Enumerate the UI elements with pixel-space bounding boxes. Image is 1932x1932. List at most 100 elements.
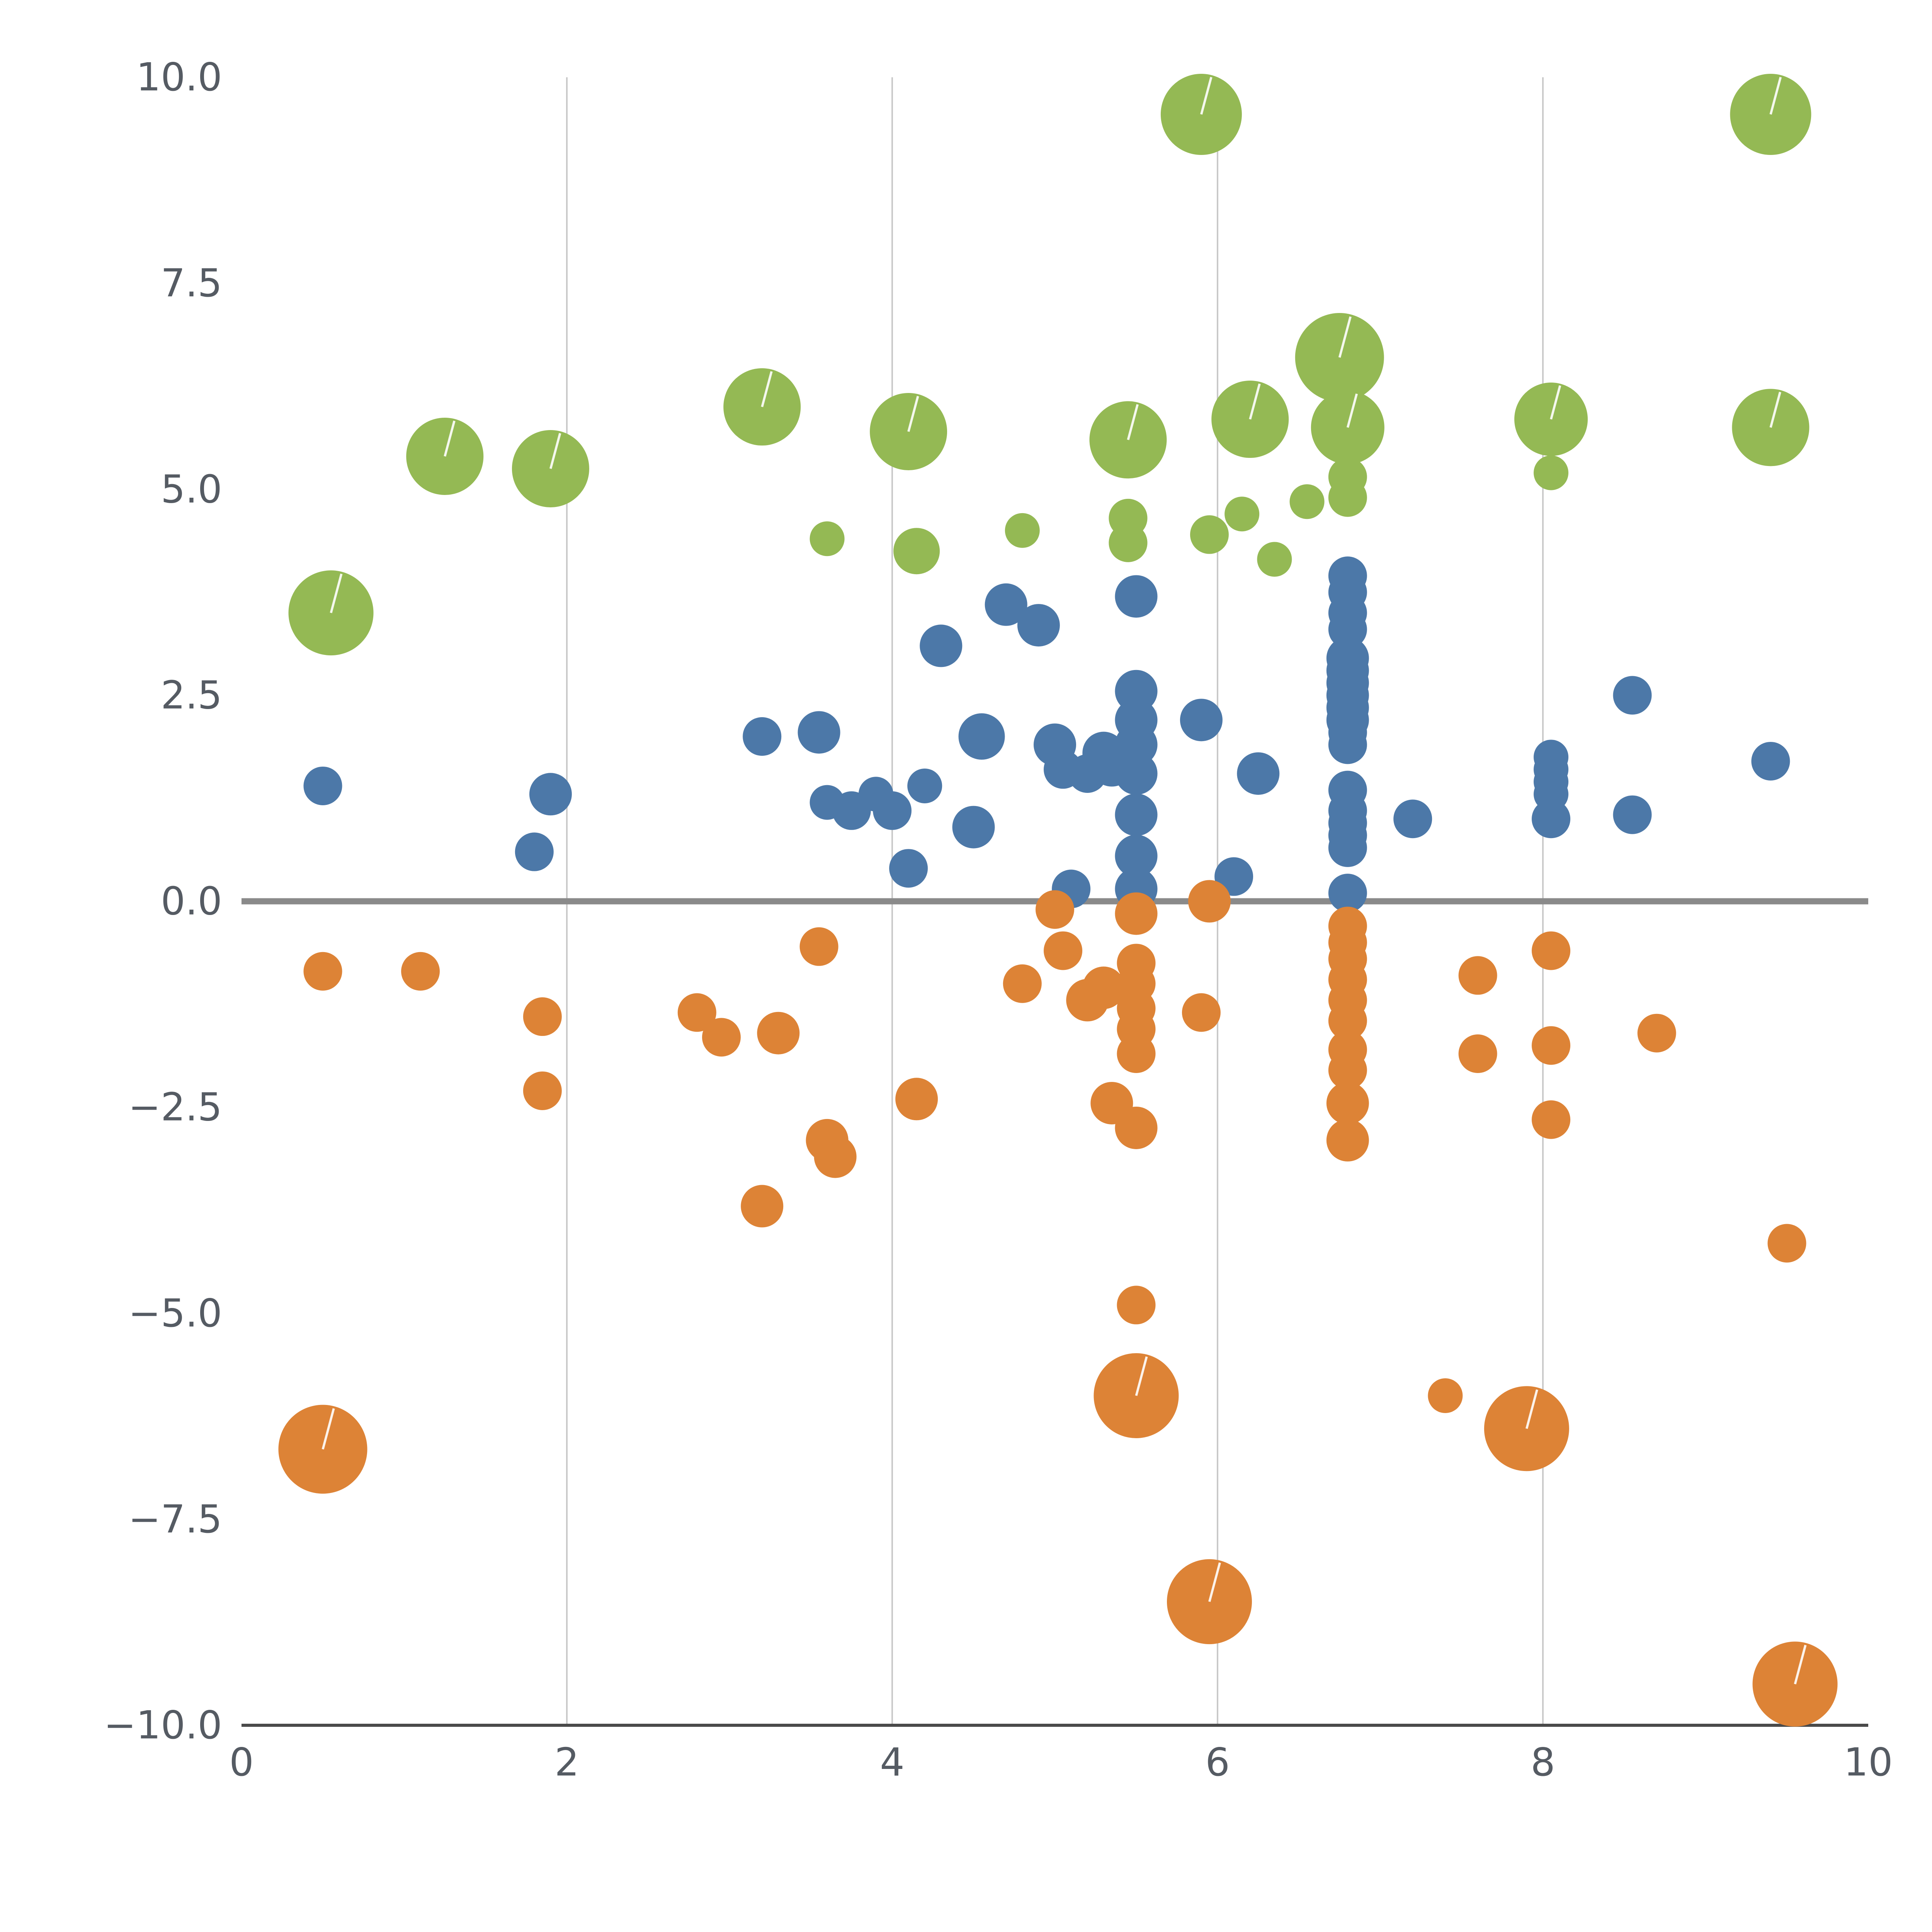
green-data-point xyxy=(1534,455,1569,490)
orange-data-point xyxy=(1458,1034,1497,1073)
bubble-tick-mark xyxy=(907,396,919,432)
orange-data-point xyxy=(757,1012,800,1054)
orange-data-point xyxy=(1117,1034,1156,1073)
green-data-point xyxy=(1328,478,1367,517)
blue-data-point xyxy=(529,773,572,816)
bubble-tick-mark xyxy=(1769,77,1782,115)
orange-data-point xyxy=(814,1135,857,1178)
orange-data-point xyxy=(1036,890,1074,929)
y-tick-label: 0.0 xyxy=(161,879,222,924)
blue-data-point xyxy=(1328,874,1367,913)
orange-data-point xyxy=(1326,1082,1369,1124)
green-data-point xyxy=(1005,513,1040,548)
bubble-tick-mark xyxy=(1249,383,1261,420)
green-data-point xyxy=(1514,382,1588,456)
blue-data-point xyxy=(303,766,342,805)
green-data-point xyxy=(1295,313,1384,402)
bubble-tick-mark xyxy=(1346,393,1358,428)
blue-data-point xyxy=(1328,828,1367,867)
x-tick-label: 6 xyxy=(1205,1740,1230,1785)
bubble-tick-mark xyxy=(1526,1389,1538,1429)
bubble-tick-mark xyxy=(1550,385,1561,420)
orange-data-point xyxy=(1188,880,1231,923)
orange-data-point xyxy=(1115,1106,1158,1149)
blue-data-point xyxy=(515,832,554,871)
orange-data-point xyxy=(1328,1001,1367,1040)
bubble-tick-mark xyxy=(1338,316,1352,358)
bubble-tick-mark xyxy=(444,420,456,457)
green-data-point xyxy=(893,528,940,575)
orange-data-point xyxy=(1328,1051,1367,1090)
orange-data-point xyxy=(1326,1119,1369,1162)
blue-data-point xyxy=(907,768,942,803)
bubble-tick-mark xyxy=(549,433,561,469)
orange-data-point xyxy=(1532,1026,1571,1065)
blue-data-point xyxy=(920,624,963,667)
blue-data-point xyxy=(1328,725,1367,764)
bubble-tick-mark xyxy=(321,1408,335,1450)
y-tick-label: −10.0 xyxy=(104,1702,222,1748)
x-tick-label: 0 xyxy=(229,1740,254,1785)
green-data-point xyxy=(1109,523,1148,562)
blue-data-point xyxy=(1613,795,1652,834)
orange-data-point xyxy=(1003,964,1042,1003)
blue-data-point xyxy=(952,806,995,849)
blue-data-point xyxy=(798,711,840,754)
y-tick-label: −5.0 xyxy=(128,1291,222,1336)
orange-data-point xyxy=(1532,1100,1571,1139)
green-data-point xyxy=(1225,497,1260,532)
green-data-point xyxy=(1190,515,1229,554)
blue-data-point xyxy=(1532,799,1571,838)
blue-data-point xyxy=(1115,575,1158,618)
orange-data-point xyxy=(1182,993,1221,1032)
bubble-tick-mark xyxy=(1135,1356,1148,1396)
x-tick-label: 2 xyxy=(554,1740,579,1785)
blue-data-point xyxy=(743,717,782,756)
blue-data-point xyxy=(1180,699,1223,742)
green-data-point xyxy=(1257,542,1292,577)
orange-data-point xyxy=(1428,1378,1463,1413)
orange-data-point xyxy=(1767,1224,1806,1263)
blue-data-point xyxy=(1017,604,1060,647)
orange-data-point xyxy=(1115,892,1158,935)
y-tick-label: 7.5 xyxy=(161,260,222,306)
x-tick-label: 10 xyxy=(1844,1740,1893,1785)
bubble-tick-mark xyxy=(1769,391,1781,428)
y-tick-label: 10.0 xyxy=(136,54,222,100)
orange-data-point xyxy=(1458,956,1497,995)
orange-data-point xyxy=(1117,1286,1156,1325)
blue-data-point xyxy=(958,713,1005,760)
bubble-tick-mark xyxy=(761,371,773,407)
orange-data-point xyxy=(303,952,342,991)
x-tick-label: 4 xyxy=(880,1740,905,1785)
blue-data-point xyxy=(1613,676,1652,715)
y-tick-label: −7.5 xyxy=(128,1497,222,1542)
blue-data-point xyxy=(1751,742,1790,781)
bubble-tick-mark xyxy=(1127,404,1139,440)
bubble-tick-mark xyxy=(1794,1645,1807,1685)
orange-data-point xyxy=(799,927,838,966)
x-tick-label: 8 xyxy=(1531,1740,1555,1785)
blue-data-point xyxy=(985,583,1027,626)
bubble-tick-mark xyxy=(1208,1562,1221,1602)
blue-data-point xyxy=(1393,799,1432,838)
blue-data-point xyxy=(1237,752,1280,795)
bubble-tick-mark xyxy=(330,573,343,613)
orange-data-point xyxy=(523,997,562,1036)
bubble-tick-mark xyxy=(1200,77,1213,115)
orange-data-point xyxy=(401,952,440,991)
blue-data-point xyxy=(1115,752,1158,795)
orange-data-point xyxy=(523,1071,562,1110)
green-data-point xyxy=(1289,484,1325,519)
orange-data-point xyxy=(1532,931,1571,970)
green-data-point xyxy=(810,521,845,556)
orange-data-point xyxy=(677,993,716,1032)
y-tick-label: 2.5 xyxy=(161,672,222,718)
blue-data-point xyxy=(889,849,928,888)
orange-data-point xyxy=(895,1078,938,1121)
blue-data-point xyxy=(1328,610,1367,649)
orange-data-point xyxy=(1044,931,1083,970)
blue-data-point xyxy=(873,791,912,830)
orange-data-point xyxy=(1082,966,1125,1009)
